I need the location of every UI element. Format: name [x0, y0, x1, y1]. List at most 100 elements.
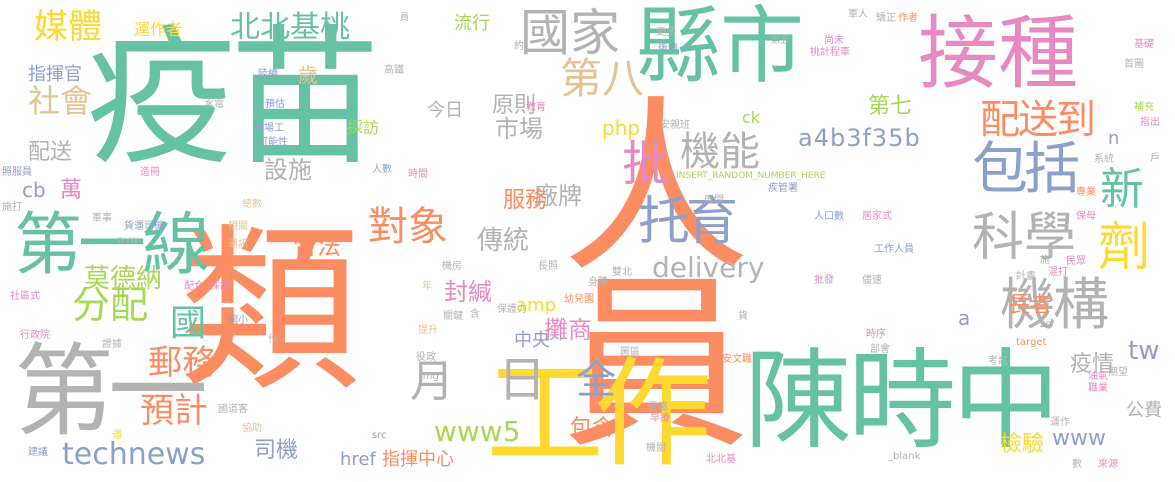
word: 國小	[228, 315, 248, 326]
word: 專業	[1076, 187, 1096, 198]
word: _blank	[888, 451, 921, 462]
word: 北北基	[706, 454, 736, 465]
word: 分配	[72, 283, 149, 327]
word: 總數	[242, 199, 262, 210]
word: 長者	[1008, 293, 1053, 318]
word: 人口數	[814, 211, 844, 222]
word: 高鐵	[384, 65, 404, 76]
word: 採訪	[210, 281, 230, 292]
word: ck	[742, 108, 761, 127]
word: technews	[62, 437, 206, 472]
word: 數	[1072, 459, 1082, 470]
word: 萬	[60, 178, 83, 203]
word: 國道客	[218, 404, 248, 415]
word: 油氣	[1088, 371, 1108, 382]
word: 科學	[972, 208, 1077, 268]
word: tw	[1128, 336, 1160, 366]
word: 可能性	[258, 137, 288, 148]
word: 關鍵	[443, 311, 463, 322]
word: 教育	[526, 102, 546, 113]
word: 補充	[1134, 102, 1154, 113]
word: 全	[576, 357, 616, 403]
word: 司機	[254, 438, 299, 463]
word: 疾管署	[768, 183, 798, 194]
word: 合法	[293, 232, 341, 260]
word: 指揮中心	[382, 449, 454, 470]
word: 首圖	[1124, 59, 1144, 70]
word: href	[340, 449, 376, 470]
word: 機關	[646, 443, 666, 454]
word: 批發	[814, 275, 834, 286]
word: 採訪	[347, 118, 380, 137]
word: 混打	[1048, 267, 1068, 278]
word: 檢驗	[1000, 432, 1045, 457]
word: 運	[112, 430, 122, 441]
word: 第七	[868, 94, 913, 119]
word: 貨運司機	[124, 221, 164, 232]
word: 協助	[242, 423, 262, 434]
word: 系統	[1094, 154, 1114, 165]
word: 貨	[738, 311, 748, 322]
word: 傳統	[477, 226, 530, 256]
word: 矯正	[876, 13, 896, 24]
word: 疫苗	[86, 12, 380, 186]
word: 第一	[14, 333, 208, 450]
word: a	[958, 306, 971, 330]
word: 尚未	[824, 35, 844, 46]
word: img	[420, 371, 439, 382]
word: 第五	[770, 35, 790, 46]
word: 職業	[1088, 383, 1108, 394]
word: 配合	[184, 281, 204, 292]
word: 施	[1040, 255, 1050, 266]
word: 期望	[1108, 367, 1128, 378]
word: zo	[1040, 319, 1052, 330]
word: 莫德納	[84, 264, 163, 294]
word: 儘速	[862, 275, 882, 286]
word: 攤商	[544, 316, 592, 344]
word: 劑	[1098, 218, 1151, 278]
word: 服務	[503, 188, 548, 213]
word: 機構	[1000, 273, 1109, 338]
word: 社區式	[10, 291, 40, 302]
word: 第八	[560, 54, 645, 103]
word: 國家	[520, 4, 620, 62]
word: 市場工	[254, 123, 284, 134]
word: 展開	[704, 195, 724, 206]
word: 日	[498, 352, 547, 408]
word: 封緘	[444, 278, 492, 306]
word: 原則	[492, 93, 537, 118]
word: 公費	[1126, 400, 1162, 421]
word: 陳時中	[744, 339, 1060, 464]
word: 社會	[28, 82, 93, 120]
word: 桃計程車	[810, 47, 850, 58]
word: 計畫	[1016, 271, 1036, 282]
word: 人數	[372, 164, 392, 175]
word: 安親班	[660, 120, 690, 131]
word: 北北基桃	[230, 10, 350, 45]
word: 施打	[2, 202, 22, 213]
word: 月	[410, 356, 454, 407]
word: 年	[422, 281, 432, 292]
word: 運作者	[134, 20, 183, 39]
word: 國安文職	[712, 354, 752, 365]
word: www5	[434, 415, 521, 448]
word: INSERT_RANDOM_NUMBER_HERE	[676, 171, 826, 181]
word: 役政	[416, 352, 436, 363]
word: n	[1108, 128, 1120, 149]
word: 行政院	[20, 330, 50, 341]
word: 類	[180, 207, 361, 416]
word: 員	[400, 13, 410, 23]
word: src	[372, 430, 387, 441]
word: 照服員	[2, 167, 32, 178]
word: 機能	[680, 129, 760, 175]
word: 機房	[442, 261, 462, 272]
word: 部會	[870, 344, 890, 355]
word: 民眾	[1066, 256, 1086, 267]
word: avw	[118, 235, 139, 246]
word: php	[602, 116, 641, 140]
word: 雙北	[612, 267, 632, 278]
word: 軍事	[92, 213, 112, 224]
word: 作者	[898, 13, 918, 24]
word: 市場	[495, 115, 543, 143]
